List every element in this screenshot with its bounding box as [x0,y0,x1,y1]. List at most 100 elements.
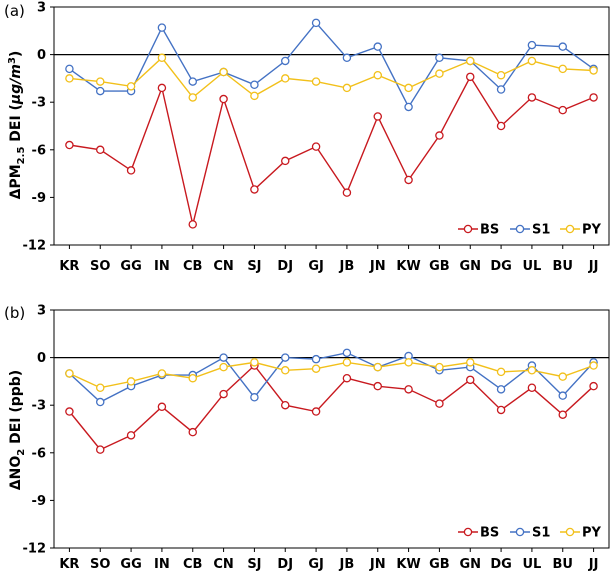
x-tick-label: GB [429,557,450,572]
data-point-s1 [250,393,259,402]
data-point-s1 [435,53,444,63]
y-axis-label-part: 2.5 [16,147,27,165]
data-point-bs [589,381,598,391]
data-point-s1 [527,40,537,50]
data-point-bs [373,112,382,121]
data-point-bs [465,375,475,385]
x-tick-label: JJ [588,557,599,572]
legend-marker-bs [463,527,473,537]
data-point-s1 [96,86,105,96]
x-tick-label: BU [553,557,573,572]
data-point-py [219,67,228,77]
data-point-bs [157,402,167,412]
x-tick-label: GN [459,557,481,572]
chart-panel-a: (a) 3 0 -3 -6 -9 -12 KR SO GG IN CB CN SJ DJ GJ JB JN KW GB… [4,1,610,274]
data-point-py [65,369,74,378]
data-point-bs [496,405,506,415]
x-tick-label: UL [522,557,541,572]
x-tick-label: IN [154,259,170,274]
data-point-bs [280,400,290,410]
y-tick-label: -12 [23,239,47,254]
legend: BS S1 PY [458,223,602,238]
data-point-s1 [250,80,259,89]
data-point-py [188,373,197,383]
data-point-bs [465,72,475,82]
plot-frame [53,6,610,246]
y-axis-label-part: ΔPM [8,164,24,199]
data-point-py [157,369,167,378]
data-point-bs [527,383,537,392]
y-axis-label-part: 3 [7,57,18,64]
x-tick-label: GG [120,557,141,572]
data-point-s1 [373,42,382,51]
x-tick-label: KR [59,557,79,572]
data-point-py [65,74,74,83]
data-point-py [250,358,259,367]
data-point-py [342,83,352,93]
data-point-py [96,383,105,392]
x-tick-label: BU [553,259,573,274]
data-point-s1 [96,397,105,407]
data-point-py [558,372,568,381]
y-axis-label-part: ) [8,51,24,57]
data-point-s1 [404,102,413,112]
data-point-py [435,69,444,78]
x-tick-label: GJ [308,259,324,274]
data-point-bs [65,407,74,416]
data-point-bs [311,407,321,416]
data-point-bs [280,156,290,166]
data-point-py [250,91,259,101]
data-point-s1 [157,23,167,32]
data-point-bs [126,431,136,440]
y-tick-label: 3 [37,304,46,319]
x-tick-label: JJ [588,259,599,274]
x-tick-label: JN [369,259,386,274]
x-tick-label: KW [396,259,420,274]
data-point-py [496,367,506,377]
data-point-bs [96,145,105,155]
series-line-bs [69,75,594,225]
series-bs [65,72,598,229]
data-point-s1 [280,56,290,66]
x-tick-label: GG [120,259,141,274]
y-tick-label: -6 [32,446,46,461]
data-point-bs [219,389,228,399]
data-point-py [219,362,228,372]
data-point-bs [219,94,228,104]
y-tick-label: -12 [23,542,47,557]
data-point-py [589,66,598,75]
data-point-s1 [496,385,506,394]
data-point-py [280,74,290,83]
y-axis-label-part: ΔNO [8,456,24,491]
data-point-bs [589,93,598,102]
data-point-py [465,358,475,367]
x-tick-label: CB [183,557,202,572]
legend: BS S1 PY [458,526,602,541]
data-point-py [126,377,136,386]
x-tick-label: CB [183,259,202,274]
data-point-s1 [558,391,568,400]
y-tick-label: 0 [37,351,46,366]
data-point-s1 [342,348,352,358]
series-bs [65,361,598,454]
legend-marker-py [565,527,575,537]
data-point-py [404,358,413,367]
data-point-py [589,361,598,370]
legend-marker-py [565,224,575,234]
y-tick-label: 3 [37,1,46,16]
data-point-py [527,366,537,375]
x-tick-label: KW [396,557,420,572]
data-point-py [496,70,506,80]
series-line-s1 [68,21,595,109]
y-axis-label: ΔPM2.5 DEI (μg/m3) [7,51,27,200]
series-line-py [69,361,594,389]
y-axis-label: ΔNO2 DEI (ppb) [8,370,27,490]
data-point-py [342,358,352,367]
data-point-bs [65,140,74,150]
data-point-py [527,56,537,66]
legend-label-s1: S1 [532,526,550,541]
series-s1 [65,18,598,112]
x-tick-label: SJ [247,557,261,572]
data-point-bs [311,142,321,151]
